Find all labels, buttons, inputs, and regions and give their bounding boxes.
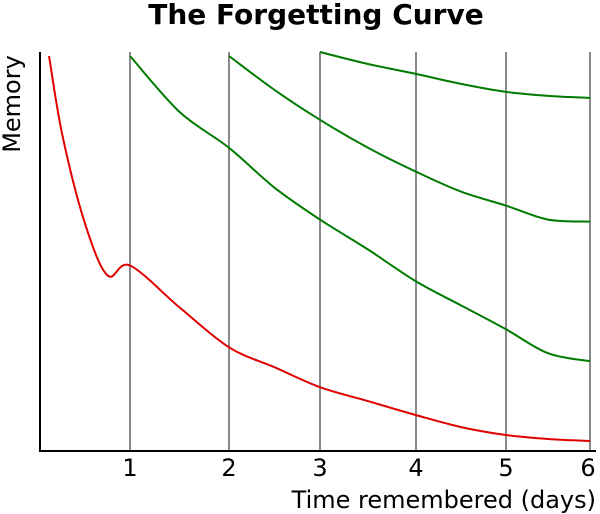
x-tick-labels: 1 2 3 4 5 6 [122,454,595,482]
x-tick-label-5: 5 [498,454,513,482]
x-tick-label-3: 3 [312,454,327,482]
curves [48,51,591,442]
review-curve-3 [319,51,591,99]
initial-forgetting-curve [48,55,591,442]
gridlines [129,52,591,451]
x-tick-label-2: 2 [221,454,236,482]
y-axis-label: Memory [0,55,26,153]
review-curve-2 [228,55,591,223]
x-tick-label-6: 6 [580,454,595,482]
x-tick-label-1: 1 [122,454,137,482]
chart-title: The Forgetting Curve [148,0,483,31]
axes [39,52,596,452]
x-axis-label: Time remembered (days) [291,486,596,514]
review-curve-1 [129,55,591,363]
x-tick-label-4: 4 [408,454,423,482]
